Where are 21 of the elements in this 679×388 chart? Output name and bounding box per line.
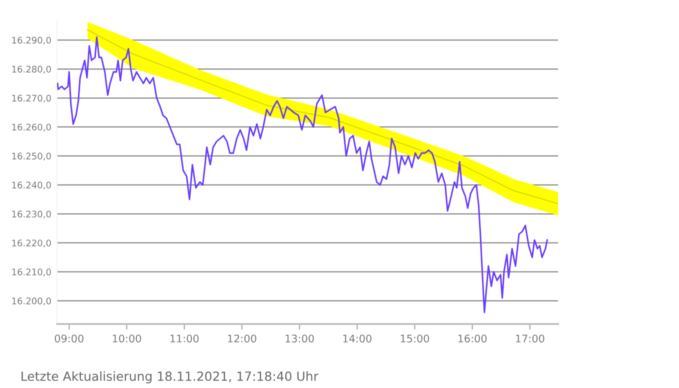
x-tick-label: 12:00 bbox=[228, 334, 256, 342]
y-tick-label: 16.270,0 bbox=[12, 94, 51, 102]
y-tick-label: 16.260,0 bbox=[12, 124, 51, 132]
x-tick-label: 14:00 bbox=[343, 334, 372, 342]
x-tick-label: 13:00 bbox=[286, 334, 314, 342]
y-tick-label: 16.200,0 bbox=[12, 298, 51, 306]
y-tick-label: 16.290,0 bbox=[12, 36, 51, 45]
x-tick-label: 17:00 bbox=[516, 334, 544, 342]
y-tick-label: 16.280,0 bbox=[12, 66, 51, 74]
x-tick-label: 09:00 bbox=[54, 334, 84, 342]
y-tick-label: 16.240,0 bbox=[12, 182, 51, 190]
text: Letzte Aktualisierung 18.11.2021, 17:18:40 Uhr bbox=[22, 371, 318, 384]
y-tick-label: 16.230,0 bbox=[12, 210, 51, 218]
x-tick-label: 15:00 bbox=[400, 334, 430, 342]
y-tick-label: 16.210,0 bbox=[12, 268, 51, 276]
x-tick-label: 16:00 bbox=[458, 334, 487, 342]
x-tick-label: 11:00 bbox=[170, 334, 199, 342]
x-tick-label: 10:00 bbox=[112, 334, 142, 342]
line-series bbox=[57, 36, 548, 314]
y-tick-label: 16.220,0 bbox=[12, 240, 51, 248]
y-tick-label: 16.250,0 bbox=[12, 152, 51, 160]
